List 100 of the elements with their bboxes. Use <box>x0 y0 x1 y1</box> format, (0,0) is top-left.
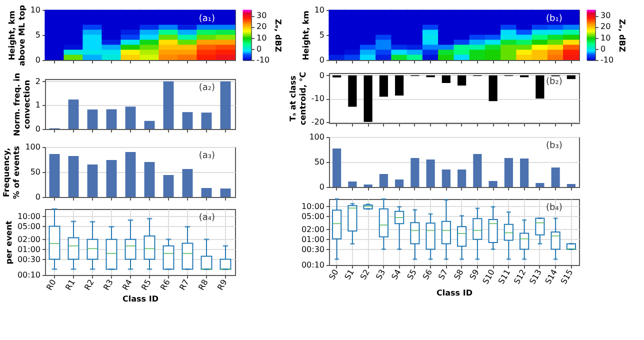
y-tick-label: 0 <box>319 70 324 80</box>
y-tick-label: 0 <box>35 56 40 64</box>
bar <box>410 158 420 187</box>
y-tick-label: 00:10 <box>17 270 40 280</box>
x-tick-label: R7 <box>178 278 191 292</box>
color-bar-label: 30 <box>256 11 267 20</box>
y-tick-label: 05:00 <box>301 212 324 221</box>
bar <box>220 188 231 197</box>
color-bar-title: Zₑ, dBZ <box>618 18 627 52</box>
y-tick-label: 00:10 <box>301 260 324 270</box>
bar <box>182 112 193 129</box>
x-tick-label: S6 <box>421 268 434 282</box>
y-tick-label: 5 <box>35 30 40 40</box>
bar <box>182 169 193 197</box>
bar <box>163 175 174 197</box>
x-tick-label: R2 <box>82 278 96 292</box>
bar <box>488 181 498 187</box>
annotation: (a₁) <box>198 14 215 24</box>
bar <box>551 168 560 187</box>
bar <box>125 152 136 197</box>
y-tick-label: 02:00 <box>301 224 324 234</box>
y-tick-label: 0 <box>35 124 40 134</box>
y-tick-label: 50 <box>30 168 40 176</box>
bar <box>106 160 117 197</box>
bar <box>87 109 98 129</box>
color-bar-label: 30 <box>600 11 611 20</box>
bar <box>442 170 450 187</box>
x-tick-label: R5 <box>140 278 153 292</box>
annotation: (b₁) <box>546 14 562 24</box>
color-bar-label: 20 <box>256 22 267 32</box>
y-tick-label: 100 <box>309 132 324 142</box>
color-bar-title: Zₑ, dBZ <box>274 18 283 52</box>
y-tick-label: 00:30 <box>301 244 324 254</box>
annotation: (b₂) <box>546 77 562 87</box>
y-tick-label: 05:00 <box>17 222 40 231</box>
y-tick-label: 10 <box>30 6 40 14</box>
bar <box>106 109 117 129</box>
x-tick-label: R3 <box>102 278 115 292</box>
y-tick-label: 10 <box>314 6 324 14</box>
x-axis-title: Class ID <box>436 288 473 298</box>
bar <box>163 81 174 129</box>
y-tick-label: 100 <box>25 142 40 152</box>
y-tick-label: 0 <box>319 56 324 64</box>
annotation: (a₃) <box>198 151 215 161</box>
x-tick-label: S5 <box>406 268 418 282</box>
x-tick-label: S1 <box>343 268 356 282</box>
x-tick-label: S4 <box>390 268 403 282</box>
bar <box>201 112 212 129</box>
y-tick-label: 01:00 <box>301 234 324 244</box>
color-bar-label: 0 <box>600 44 606 54</box>
y-axis-title: Norm. freq. in convection <box>12 72 32 136</box>
annotation: (a₄) <box>198 213 215 223</box>
y-tick-label: -10 <box>311 94 324 104</box>
y-tick-label: 0 <box>35 192 40 202</box>
bar <box>144 120 155 129</box>
color-bar-label: 10 <box>600 33 611 42</box>
bar <box>144 162 155 197</box>
bar <box>379 174 388 187</box>
y-tick-label: 0 <box>319 182 324 192</box>
bar <box>201 188 212 197</box>
bar <box>220 81 231 129</box>
y-axis-title: Height, km above ML top <box>7 4 26 66</box>
annotation: (a₂) <box>198 83 215 93</box>
y-tick-label: 50 <box>314 158 324 166</box>
y-tick-label: 01:00 <box>17 244 40 254</box>
y-tick-label: 1 <box>35 100 40 110</box>
color-bar-label: -10 <box>256 56 270 64</box>
color-bar-label: 10 <box>256 33 267 42</box>
bar <box>87 164 98 197</box>
x-tick-label: R6 <box>158 278 172 292</box>
bar <box>68 99 79 129</box>
bar <box>68 156 79 197</box>
y-tick-label: 5 <box>319 30 324 40</box>
bar <box>49 154 60 197</box>
bar <box>473 154 482 187</box>
bar <box>426 160 435 187</box>
x-tick-label: R1 <box>64 278 77 292</box>
x-tick-label: R0 <box>44 278 58 292</box>
bar <box>125 106 136 129</box>
color-bar-label: -10 <box>600 56 614 64</box>
x-tick-label: R4 <box>120 278 134 292</box>
x-tick-label: S9 <box>468 268 481 282</box>
x-axis-title: Class ID <box>122 294 159 304</box>
annotation: (b₄) <box>546 203 562 213</box>
bar <box>395 180 404 187</box>
bar <box>458 170 466 187</box>
x-tick-label: S0 <box>327 268 340 282</box>
y-tick-label: 02:00 <box>17 234 40 244</box>
y-axis-title: Frequency, % of events <box>2 146 22 199</box>
x-tick-label: S3 <box>374 268 388 282</box>
x-tick-label: R8 <box>196 278 210 292</box>
bar <box>504 158 513 187</box>
y-axis-title: Tₛ at class centroid, °C <box>288 72 308 126</box>
bar <box>566 184 576 187</box>
x-tick-label: S7 <box>436 268 450 282</box>
y-tick-label: 2 <box>35 76 40 86</box>
y-axis-title: per event <box>4 220 14 264</box>
y-tick-label: 00:30 <box>17 254 40 264</box>
y-axis-title: Height, km <box>301 10 310 60</box>
annotation: (b₃) <box>546 141 562 151</box>
